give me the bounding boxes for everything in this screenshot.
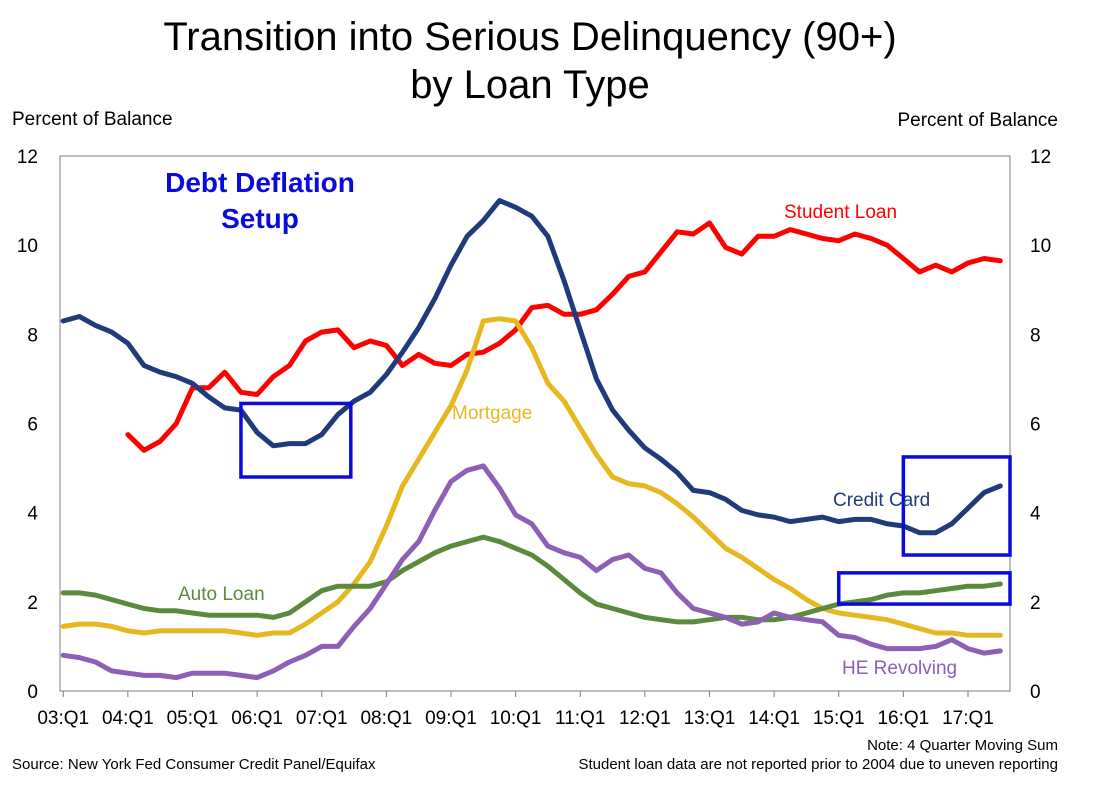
series-line-auto-loan bbox=[60, 534, 1003, 625]
y-tick-right-0: 0 bbox=[1030, 682, 1041, 703]
series-lines bbox=[60, 198, 1003, 681]
x-tick-13:Q1: 13:Q1 bbox=[684, 708, 736, 729]
x-tick-04:Q1: 04:Q1 bbox=[102, 708, 154, 729]
x-tick-08:Q1: 08:Q1 bbox=[360, 708, 412, 729]
x-tick-15:Q1: 15:Q1 bbox=[813, 708, 865, 729]
y-tick-right-8: 8 bbox=[1030, 325, 1041, 346]
note-moving-sum: Note: 4 Quarter Moving Sum bbox=[867, 737, 1058, 754]
x-tick-14:Q1: 14:Q1 bbox=[748, 708, 800, 729]
chart-title-line2: by Loan Type bbox=[410, 63, 649, 107]
x-tick-12:Q1: 12:Q1 bbox=[619, 708, 671, 729]
note-student-loan: Student loan data are not reported prior… bbox=[578, 756, 1058, 773]
y-axis-label-left: Percent of Balance bbox=[12, 109, 173, 130]
series-line-student-loan bbox=[125, 220, 1003, 453]
y-axis-right: 0 2 4 6 8 10 12 bbox=[1030, 147, 1051, 703]
highlight-box-2 bbox=[901, 455, 1012, 557]
y-tick-right-10: 10 bbox=[1030, 236, 1051, 257]
series-line-mortgage bbox=[60, 316, 1003, 638]
x-tick-07:Q1: 07:Q1 bbox=[296, 708, 348, 729]
y-tick-left-0: 0 bbox=[27, 682, 38, 703]
y-tick-right-4: 4 bbox=[1030, 504, 1041, 525]
series-label-student-loan: Student Loan bbox=[784, 202, 897, 223]
y-tick-right-2: 2 bbox=[1030, 593, 1041, 614]
x-tick-09:Q1: 09:Q1 bbox=[425, 708, 477, 729]
y-tick-left-12: 12 bbox=[17, 147, 38, 168]
series-label-mortgage: Mortgage bbox=[452, 403, 532, 424]
y-tick-left-10: 10 bbox=[17, 236, 38, 257]
series-label-auto-loan: Auto Loan bbox=[178, 584, 265, 605]
y-tick-left-8: 8 bbox=[27, 325, 38, 346]
series-label-credit-card: Credit Card bbox=[833, 490, 930, 511]
y-tick-right-12: 12 bbox=[1030, 147, 1051, 168]
x-tick-10:Q1: 10:Q1 bbox=[490, 708, 542, 729]
source-note: Source: New York Fed Consumer Credit Pan… bbox=[12, 756, 376, 773]
annotation-setup: Setup bbox=[221, 203, 299, 234]
highlight-boxes bbox=[239, 401, 1012, 606]
x-tick-17:Q1: 17:Q1 bbox=[942, 708, 994, 729]
series-line-credit-card bbox=[60, 198, 1003, 536]
x-tick-16:Q1: 16:Q1 bbox=[877, 708, 929, 729]
annotation-debt-deflation: Debt Deflation bbox=[165, 167, 355, 198]
highlight-box-3 bbox=[836, 571, 1012, 606]
plot-area-frame bbox=[59, 155, 1011, 692]
chart-title-line1: Transition into Serious Delinquency (90+… bbox=[163, 15, 896, 59]
x-axis: 03:Q1 04:Q1 05:Q1 06:Q1 07:Q1 08:Q1 09:Q1 10:Q1… bbox=[37, 691, 994, 729]
series-label-he-revolving: HE Revolving bbox=[842, 658, 957, 679]
x-tick-11:Q1: 11:Q1 bbox=[555, 708, 605, 729]
highlight-box-1 bbox=[239, 401, 353, 479]
y-axis-left: 0 2 4 6 8 10 12 bbox=[17, 147, 39, 703]
x-tick-05:Q1: 05:Q1 bbox=[167, 708, 219, 729]
y-tick-left-4: 4 bbox=[27, 504, 38, 525]
x-tick-06:Q1: 06:Q1 bbox=[231, 708, 283, 729]
y-tick-left-2: 2 bbox=[27, 593, 38, 614]
y-tick-right-6: 6 bbox=[1030, 415, 1041, 436]
y-tick-left-6: 6 bbox=[27, 415, 38, 436]
x-tick-03:Q1: 03:Q1 bbox=[37, 708, 89, 729]
series-line-he-revolving bbox=[60, 463, 1003, 681]
y-axis-label-right: Percent of Balance bbox=[897, 110, 1058, 131]
